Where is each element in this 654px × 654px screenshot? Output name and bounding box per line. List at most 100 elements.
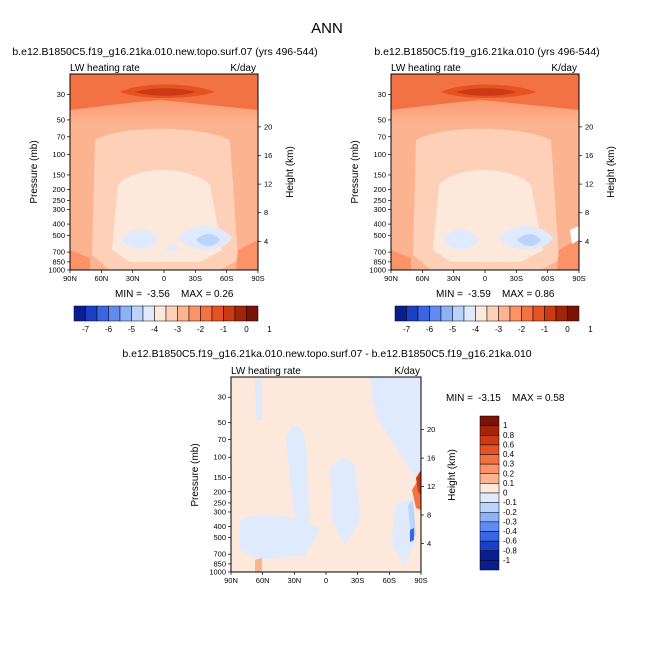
x-tick-label: 30S <box>510 274 523 283</box>
y-tick-label: 50 <box>378 115 386 124</box>
y-tick-label: 100 <box>52 150 65 159</box>
y-tick-label: 200 <box>213 487 226 496</box>
colorbar-box <box>73 305 86 322</box>
panel-2-y2label: Height (km) <box>606 146 617 198</box>
colorbar-label: 0.8 <box>503 431 515 440</box>
colorbar-box <box>486 305 499 322</box>
colorbar-box <box>188 305 201 322</box>
y2-tick-label: 20 <box>585 122 593 131</box>
x-tick-label: 0 <box>324 576 328 585</box>
y-tick-label: 850 <box>52 257 65 266</box>
y-tick-label: 500 <box>52 231 65 240</box>
colorbar-box <box>475 305 488 322</box>
panel-2-x-ticks: 90N 60N 30N 0 30S 60S 90S <box>384 270 586 283</box>
y-tick-label: 400 <box>52 220 65 229</box>
figure-title: ANN <box>311 20 343 37</box>
y-tick-label: 100 <box>373 150 386 159</box>
panel-1: b.e12.B1850C5.f19_g16.21ka.010.new.topo.… <box>12 46 317 334</box>
panel-2-contour-field <box>391 74 579 270</box>
colorbar-label: -3 <box>495 325 503 334</box>
x-tick-label: 30S <box>351 576 364 585</box>
y-tick-label: 1000 <box>369 266 386 275</box>
x-tick-label: 60N <box>256 576 270 585</box>
colorbar-label: -1 <box>541 325 549 334</box>
colorbar-box <box>479 512 500 523</box>
panel-3-max-label: MAX = <box>512 393 542 404</box>
panel-3-ylabel: Pressure (mb) <box>190 443 201 506</box>
y2-tick-label: 8 <box>585 208 589 217</box>
x-tick-label: 0 <box>483 274 487 283</box>
panel-1-colorbar: -7 -6 -5 -4 -3 -2 -1 0 1 <box>73 305 272 334</box>
y-tick-label: 300 <box>213 507 226 516</box>
y-tick-label: 200 <box>52 185 65 194</box>
colorbar-label: -0.2 <box>503 508 517 517</box>
x-tick-label: 0 <box>162 274 166 283</box>
y2-tick-label: 20 <box>264 122 272 131</box>
y2-tick-label: 8 <box>427 511 431 520</box>
x-tick-label: 60N <box>94 274 108 283</box>
y-tick-label: 250 <box>213 498 226 507</box>
colorbar-box <box>479 435 500 446</box>
colorbar-box <box>544 305 557 322</box>
colorbar-box <box>479 540 500 551</box>
y2-tick-label: 16 <box>427 454 435 463</box>
panel-2: b.e12.B1850C5.f19_g16.21ka.010 (yrs 496-… <box>350 46 617 334</box>
colorbar-label: 1 <box>588 325 593 334</box>
x-tick-label: 90S <box>572 274 585 283</box>
panel-2-min-value: -3.59 <box>468 289 491 300</box>
y-tick-label: 400 <box>213 522 226 531</box>
colorbar-label: -0.8 <box>503 546 517 555</box>
colorbar-box <box>479 550 500 561</box>
panel-2-min-label: MIN = <box>436 289 463 300</box>
panel-2-variable-label: LW heating rate <box>391 63 461 74</box>
colorbar-box <box>142 305 155 322</box>
colorbar-box <box>429 305 442 322</box>
panel-3-min-label: MIN = <box>446 393 473 404</box>
y-tick-label: 1000 <box>48 266 65 275</box>
panel-2-units-label: K/day <box>551 63 577 74</box>
colorbar-box <box>234 305 247 322</box>
x-tick-label: 90N <box>63 274 77 283</box>
y-tick-label: 50 <box>57 115 65 124</box>
colorbar-label: 0 <box>503 489 508 498</box>
colorbar-box <box>85 305 98 322</box>
panel-1-min-value: -3.56 <box>147 289 170 300</box>
panel-3: b.e12.B1850C5.f19_g16.21ka.010.new.topo.… <box>122 348 565 585</box>
colorbar-box <box>96 305 109 322</box>
panel-3-max-value: 0.58 <box>545 393 565 404</box>
colorbar-box <box>177 305 190 322</box>
panel-2-max-value: 0.86 <box>535 289 555 300</box>
colorbar-label: -0.4 <box>503 527 517 536</box>
panel-3-min-value: -3.15 <box>478 393 501 404</box>
y-tick-label: 30 <box>57 90 65 99</box>
colorbar-box <box>479 531 500 542</box>
colorbar-label: 1 <box>267 325 272 334</box>
colorbar-label: -1 <box>220 325 228 334</box>
colorbar-box <box>479 454 500 465</box>
y-tick-label: 250 <box>373 196 386 205</box>
panel-2-y2-ticks: 20 16 12 8 4 <box>579 122 593 246</box>
colorbar-box <box>223 305 236 322</box>
colorbar-label: -3 <box>174 325 182 334</box>
y2-tick-label: 4 <box>264 237 268 246</box>
colorbar-label: -7 <box>403 325 411 334</box>
y2-tick-label: 16 <box>264 151 272 160</box>
colorbar-label: 0.3 <box>503 460 515 469</box>
colorbar-label: -7 <box>82 325 90 334</box>
x-tick-label: 30S <box>189 274 202 283</box>
colorbar-box <box>567 305 580 322</box>
colorbar-label: 0.6 <box>503 440 515 449</box>
y-tick-label: 30 <box>218 393 226 402</box>
panel-2-title: b.e12.B1850C5.f19_g16.21ka.010 (yrs 496-… <box>374 46 599 58</box>
y-tick-label: 500 <box>213 533 226 542</box>
panel-1-title: b.e12.B1850C5.f19_g16.21ka.010.new.topo.… <box>12 46 317 58</box>
y-tick-label: 500 <box>373 231 386 240</box>
y-tick-label: 700 <box>213 550 226 559</box>
panel-2-max-label: MAX = <box>502 289 532 300</box>
x-tick-label: 60S <box>383 576 396 585</box>
colorbar-box <box>131 305 144 322</box>
